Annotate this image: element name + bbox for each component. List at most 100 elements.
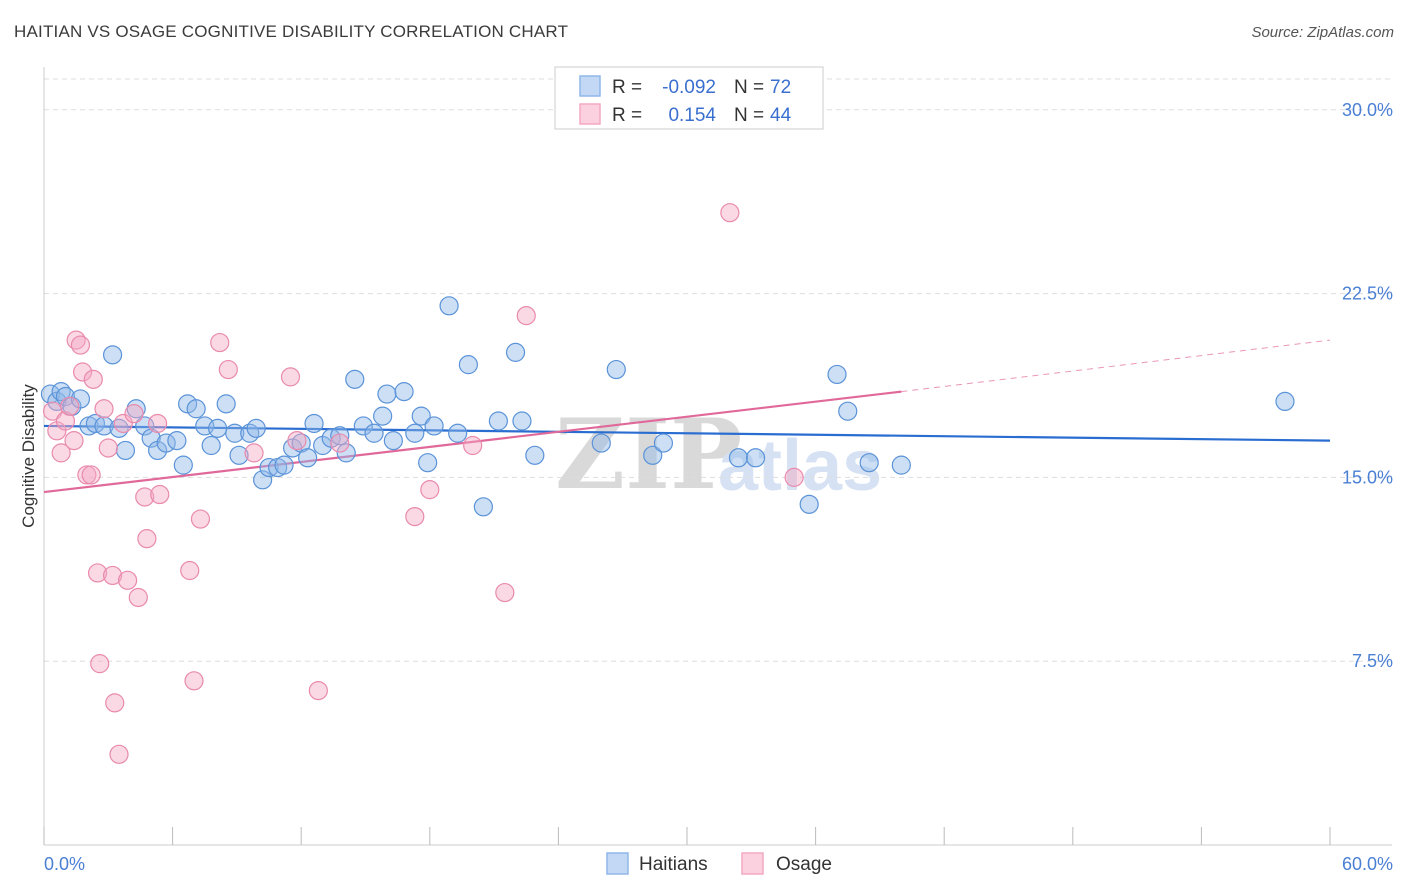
data-point-haitians [728,448,749,468]
data-point-osage [98,438,118,458]
data-point-osage [147,413,168,434]
legend-n-value-haitians: 72 [770,77,791,98]
trend-lines [43,339,1331,494]
data-point-haitians [246,418,266,438]
gridlines [44,78,1392,662]
data-point-haitians [345,369,365,389]
watermark-zip: ZIP [555,398,742,511]
legend-swatch-haitians [579,75,601,97]
data-point-haitians [102,345,123,365]
data-point-osage [287,431,307,451]
data-point-haitians [94,416,114,436]
legend-n-label-haitians: N = [734,77,764,98]
data-point-haitians [859,453,879,473]
data-point-osage [784,467,804,487]
x-tick-label-min: 0.0% [44,854,85,874]
data-point-haitians [591,433,611,453]
legend-r-value-osage: 0.154 [668,105,716,126]
y-axis-label: Cognitive Disability [19,384,38,528]
data-point-haitians [458,355,478,375]
data-point-haitians [373,406,393,426]
data-point-osage [117,570,138,590]
data-point-haitians [838,401,858,421]
data-point-haitians [304,413,324,434]
data-point-haitians [525,445,545,465]
data-point-haitians [225,423,245,443]
source-credit: Source: ZipAtlas.com [1251,24,1394,41]
data-point-osage [244,443,264,463]
trend-line-haitians [43,424,1331,442]
data-point-osage [420,480,440,500]
watermark-atlas: atlas [718,426,882,506]
data-point-haitians [298,448,318,468]
data-point-haitians [1275,391,1295,412]
series-osage [42,203,804,764]
data-point-osage [72,362,93,382]
data-point-osage [218,359,238,380]
data-point-haitians [799,494,819,514]
data-point-osage [137,529,157,549]
data-point-haitians [439,296,459,316]
chart-title: HAITIAN VS OSAGE COGNITIVE DISABILITY CO… [14,22,569,41]
data-point-osage [77,465,97,485]
data-point-osage [124,404,144,424]
data-point-osage [210,332,230,353]
data-point-osage [280,367,301,387]
data-point-osage [105,693,125,713]
data-point-osage [516,306,536,326]
data-point-osage [128,587,148,608]
data-points [40,203,1295,764]
data-point-osage [94,399,114,419]
y-tick-label: 22.5% [1342,284,1393,304]
y-tick-label: 15.0% [1342,467,1393,487]
data-point-haitians [330,426,350,446]
legend-swatch-osage [579,103,601,125]
series-legend-label-haitians: Haitians [639,854,708,875]
data-point-osage [308,680,328,701]
data-point-osage [180,560,200,581]
data-point-haitians [411,406,431,426]
data-point-haitians [827,364,847,385]
stats-legend: R = -0.092 N = 72 R = 0.154 N = 44 [554,66,824,130]
data-point-osage [720,203,740,223]
data-point-haitians [653,433,674,453]
data-point-osage [51,443,71,463]
series-legend: Haitians Osage [606,852,832,875]
data-point-osage [87,563,108,583]
data-point-haitians [745,448,766,468]
data-point-haitians [167,431,187,451]
data-point-haitians [891,455,911,475]
data-point-osage [190,509,211,529]
axis-labels: Cognitive Disability 7.5% 15.0% 22.5% 30.0%… [19,100,1393,874]
data-point-osage [60,396,80,416]
data-point-haitians [505,342,526,362]
data-point-haitians [201,435,221,456]
data-point-osage [102,565,123,586]
data-point-haitians [253,470,273,490]
data-point-haitians [488,411,508,431]
data-point-haitians [473,497,493,517]
data-point-osage [330,433,350,453]
data-point-osage [135,487,155,507]
data-point-osage [55,411,76,431]
trend-line-osage [43,390,902,494]
data-point-osage [81,465,101,485]
data-point-haitians [448,423,468,443]
data-point-osage [70,335,91,355]
data-point-haitians [353,416,373,436]
data-point-haitians [606,359,626,380]
data-point-haitians [216,394,236,414]
y-tick-label: 7.5% [1352,651,1393,671]
trend-line-extension-osage [901,339,1331,393]
data-point-haitians [512,411,532,431]
data-point-osage [184,671,204,691]
data-point-osage [405,506,425,527]
data-point-haitians [383,431,403,451]
data-point-haitians [643,445,663,465]
data-point-haitians [55,386,76,407]
data-point-haitians [115,440,136,461]
data-point-haitians [173,455,193,475]
data-point-osage [90,654,110,674]
series-legend-swatch-osage [741,852,764,875]
